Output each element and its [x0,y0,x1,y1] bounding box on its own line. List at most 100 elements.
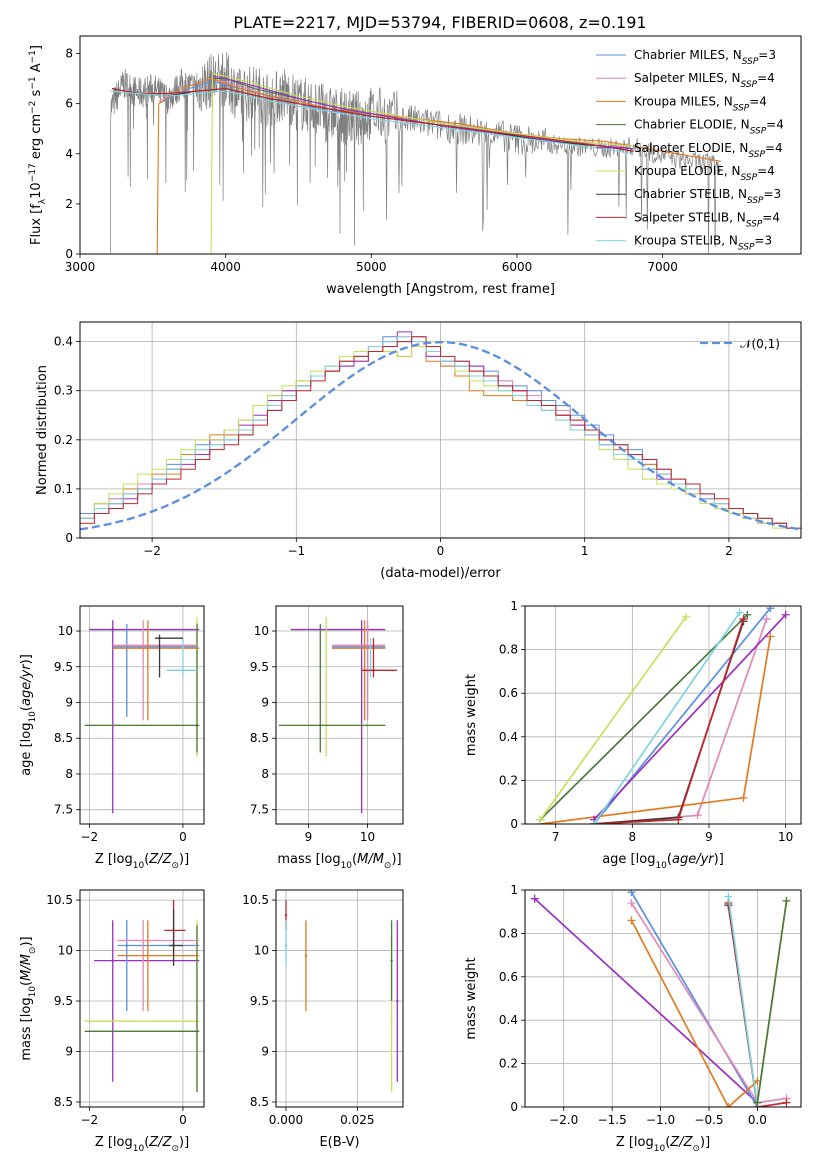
y-tick-label: 0 [510,817,518,831]
x-axis-label: Z [log10(Z/Z⊙)] [616,1135,710,1154]
series-marker [674,815,683,824]
series-line [756,900,788,1103]
y-tick-label: 0.1 [54,482,73,496]
data-point [125,944,128,947]
series-marker [762,615,771,624]
y-tick-label: 9.5 [54,994,73,1008]
series-line [539,616,687,821]
chart-panel-mass-vs-Z: −2 0 8.5 9 9.5 10 10.5 Z [log10(Z/Z⊙)] mass [log… [19,889,205,1154]
axes-frame [79,35,802,255]
axes-frame [275,889,404,1108]
x-tick-label: 2 [725,544,733,558]
y-tick-label: 8 [65,767,73,781]
x-tick-label: 8 [629,830,637,844]
y-tick-label: 6 [65,97,73,111]
series-marker [766,606,775,613]
y-tick-label: 0.2 [499,1057,518,1071]
x-tick-label: −2 [81,1113,99,1127]
x-axis-label: wavelength [Angstrom, rest frame] [326,282,555,297]
data-point [111,628,114,631]
series-marker [753,1098,762,1107]
legend: Chabrier MILES, NSSP=3 Salpeter MILES, NS… [596,48,784,253]
data-point [390,1020,393,1023]
data-point [141,939,145,942]
model-line [110,90,634,155]
x-tick-label: −1.0 [646,1113,675,1127]
legend-label: Salpeter MILES, NSSP=4 [634,71,775,90]
data-point [158,636,161,640]
series-marker [724,1103,733,1107]
chart-panel-age-vs-Z: −2 0 7.5 8 8.5 9 9.5 10 Z [log10(Z/Z⊙)] age [log1… [19,605,205,871]
y-tick-label: 9.5 [250,994,269,1008]
x-tick-label: 9 [305,830,313,844]
data-point [360,628,363,631]
x-tick-label: 6000 [502,260,533,274]
series-marker [743,610,752,619]
x-tick-label: −1.5 [598,1113,627,1127]
chart-panel-spectrum: 3000 4000 5000 6000 7000 0 2 4 6 8 Chabrier MILES,… [28,35,802,297]
x-tick-label: −1 [287,544,305,558]
data-point [146,954,150,957]
legend-label: 𝒩(0,1) [740,337,780,351]
chart-panel-mass-weight-vs-age: 7 8 9 10 0 0.2 0.4 0.6 0.8 1 age [log10(age/yr)] ma… [464,599,802,871]
y-tick-label: 7.5 [250,803,269,817]
series-line [727,896,759,1107]
legend-label: Chabrier STELIB, NSSP=3 [634,187,781,206]
series-marker [781,610,790,619]
x-tick-label: 1 [581,544,589,558]
x-axis-label: Z [log10(Z/Z⊙)] [95,852,189,871]
x-tick-label: 0.025 [340,1113,374,1127]
y-axis-label: mass [log10(M/M⊙)] [19,936,38,1060]
x-tick-label: 0.000 [269,1113,303,1127]
y-tick-label: 0 [510,1100,518,1114]
legend-label: Kroupa STELIB, NSSP=3 [634,234,772,253]
x-tick-label: 0 [179,830,187,844]
x-tick-label: −0.5 [694,1113,723,1127]
series-marker [724,892,733,901]
y-tick-label: 8.5 [250,731,269,745]
data-point [111,959,114,962]
plot-area [536,606,790,824]
legend-label: Chabrier ELODIE, NSSP=4 [634,118,784,137]
data-point [396,999,399,1003]
y-tick-label: 9.5 [54,660,73,674]
normal-curve [80,341,801,531]
y-tick-label: 1 [510,883,518,897]
y-tick-label: 0.4 [54,335,73,349]
y-axis-label: mass weight [464,957,479,1039]
plot-area [84,616,200,814]
chart-panel-mass-weight-vs-Z: −2.0 −1.5 −1.0 −0.5 0.0 0 0.2 0.4 0.6 0.8 1 Z [log1… [464,883,802,1154]
model-line [210,72,634,254]
y-tick-label: 10 [58,624,73,638]
model-line [212,75,634,150]
plot-area [284,900,399,1092]
y-tick-label: 0.3 [54,384,73,398]
series-marker [627,890,636,897]
x-tick-label: 0.0 [748,1113,767,1127]
y-tick-label: 10 [254,624,269,638]
series-marker [536,815,545,824]
model-line [156,78,721,254]
data-point [372,669,375,672]
y-tick-label: 10 [58,944,73,958]
y-tick-label: 9 [65,1044,73,1058]
plot-area [530,890,791,1107]
x-tick-label: 7000 [647,260,678,274]
y-tick-label: 9 [261,695,269,709]
y-tick-label: 4 [65,147,73,161]
series-line [539,614,748,821]
legend-label: Salpeter STELIB, NSSP=4 [634,210,780,229]
x-tick-label: 10 [360,830,375,844]
axes-frame [275,605,404,825]
x-axis-label: E(B-V) [319,1135,359,1150]
y-tick-label: 0.4 [499,1013,518,1027]
x-axis-label: Z [log10(Z/Z⊙)] [95,1135,189,1154]
plot-area [80,331,801,538]
series-line [593,614,787,821]
series-line [593,621,745,824]
y-tick-label: 9 [65,695,73,709]
series-marker [739,615,748,624]
x-axis-label: (data-model)/error [380,566,501,581]
y-tick-label: 8 [65,47,73,61]
